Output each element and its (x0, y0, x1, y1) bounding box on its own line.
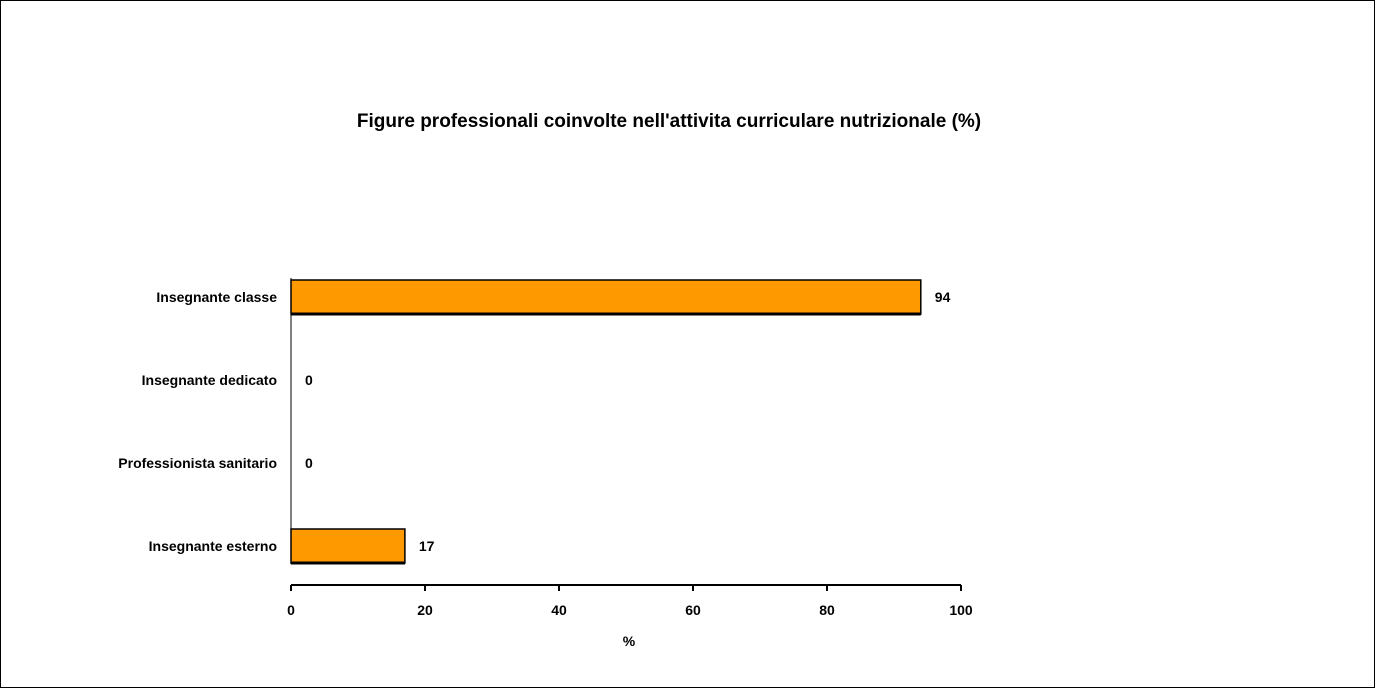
x-tick-label: 40 (551, 602, 567, 618)
data-label: 0 (305, 372, 313, 388)
x-tick-label: 80 (819, 602, 835, 618)
chart-title: Figure professionali coinvolte nell'atti… (357, 111, 981, 132)
category-label: Insegnante esterno (149, 538, 277, 554)
x-tick-label: 100 (949, 602, 973, 618)
category-label: Professionista sanitario (118, 455, 277, 471)
x-tick-label: 20 (417, 602, 433, 618)
data-label: 0 (305, 455, 313, 471)
bar (290, 279, 922, 315)
x-axis: 0 20 40 60 80 100 (287, 278, 973, 618)
bars-layer: Insegnante classe 94 Insegnante dedicato 0 P… (118, 279, 951, 565)
data-label: 94 (935, 289, 951, 305)
category-label: Insegnante dedicato (142, 372, 277, 388)
x-tick-label: 60 (685, 602, 701, 618)
bar (290, 528, 406, 564)
x-tick-label: 0 (287, 602, 295, 618)
data-label: 17 (419, 538, 435, 554)
x-axis-title: % (623, 633, 636, 649)
category-label: Insegnante classe (156, 289, 277, 305)
